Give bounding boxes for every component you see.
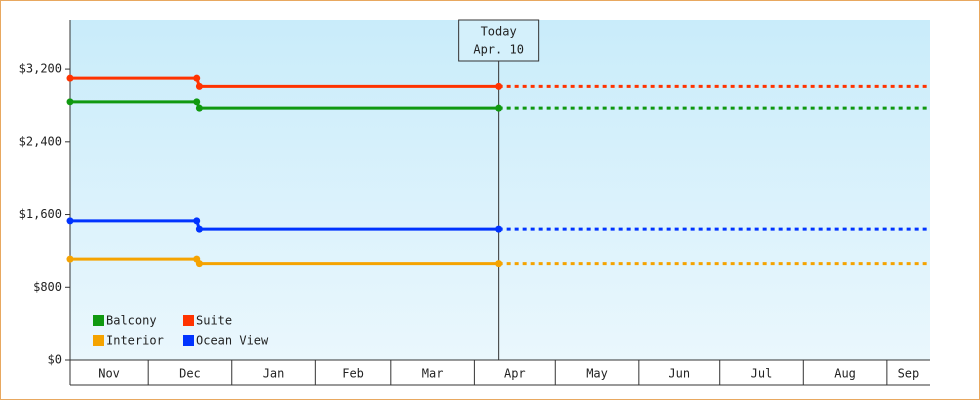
- today-box: [458, 19, 540, 62]
- legend-label: Balcony: [106, 314, 157, 328]
- point: [495, 82, 503, 90]
- legend-swatch: [183, 335, 194, 346]
- legend-swatch: [183, 315, 194, 326]
- point: [193, 217, 201, 225]
- plot-area: [70, 20, 930, 360]
- legend-swatch: [93, 315, 104, 326]
- point: [495, 225, 503, 233]
- point: [66, 255, 74, 263]
- x-tick-label: Apr: [504, 367, 526, 381]
- legend-label: Ocean View: [196, 334, 269, 348]
- legend-label: Suite: [196, 314, 232, 328]
- y-tick-label: $2,400: [19, 134, 62, 148]
- today-label: Today: [481, 25, 517, 39]
- today-date: Apr. 10: [473, 43, 524, 57]
- x-tick-label: Jul: [751, 367, 773, 381]
- series-line: [70, 219, 499, 231]
- point: [495, 260, 503, 268]
- y-tick-label: $3,200: [19, 62, 62, 76]
- y-tick-label: $0: [48, 353, 62, 367]
- x-tick-label: Jun: [668, 367, 690, 381]
- x-tick-label: Aug: [834, 367, 856, 381]
- x-tick-label: Nov: [98, 367, 120, 381]
- point: [195, 82, 203, 90]
- series-line: [70, 76, 499, 88]
- point: [193, 74, 201, 82]
- point: [195, 260, 203, 268]
- legend-label: Interior: [106, 334, 164, 348]
- x-tick-label: Mar: [422, 367, 444, 381]
- point: [195, 225, 203, 233]
- point: [66, 217, 74, 225]
- x-tick-label: Feb: [342, 367, 364, 381]
- point: [195, 104, 203, 112]
- point: [193, 98, 201, 106]
- point: [66, 98, 74, 106]
- point: [495, 104, 503, 112]
- x-tick-label: Jan: [263, 367, 285, 381]
- point: [66, 74, 74, 82]
- y-tick-label: $1,600: [19, 207, 62, 221]
- x-tick-label: Dec: [179, 367, 201, 381]
- y-tick-label: $800: [33, 280, 62, 294]
- x-tick-label: May: [586, 367, 608, 381]
- legend-swatch: [93, 335, 104, 346]
- x-tick-label: Sep: [898, 367, 920, 381]
